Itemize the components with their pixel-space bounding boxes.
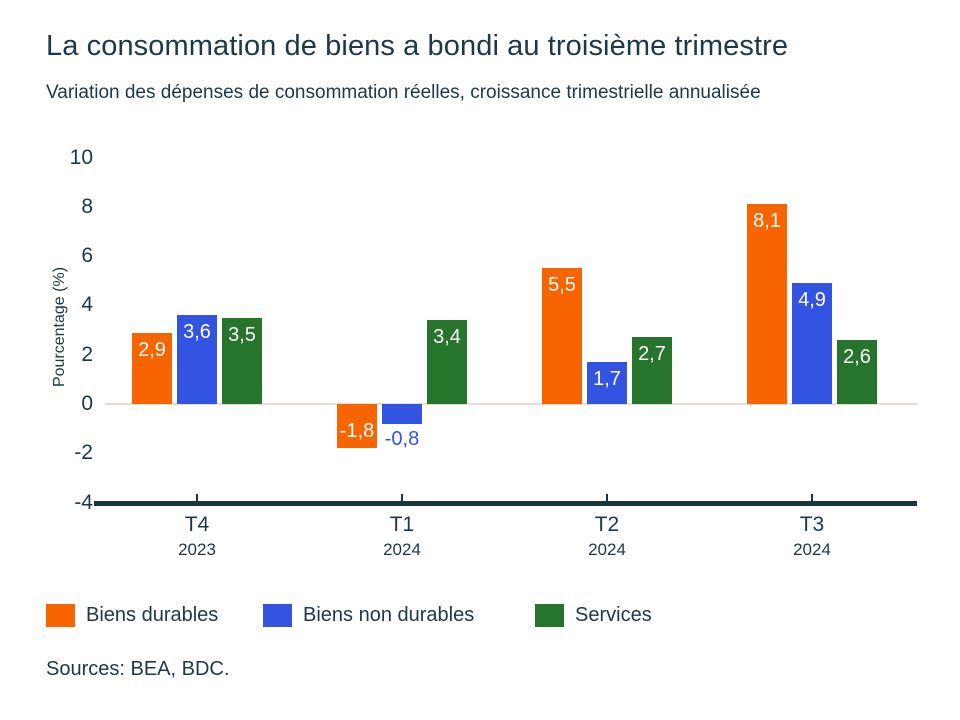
x-tick-mark	[811, 494, 813, 501]
bar-value-label: 2,7	[638, 343, 666, 366]
bar-value-label: 3,4	[433, 326, 461, 349]
zero-baseline	[105, 403, 917, 405]
x-tick-label-quarter: T1	[389, 513, 415, 536]
bar-biens-non-durables-t3	[792, 283, 832, 404]
y-tick-label: -4	[74, 490, 93, 514]
x-tick-mark	[196, 494, 198, 501]
bar-biens-durables-t2	[542, 268, 582, 404]
bar-value-label: -0,8	[384, 427, 420, 450]
bar-biens-non-durables-t4	[177, 315, 217, 404]
y-tick-label: 2	[81, 342, 93, 366]
y-tick-label: 0	[81, 392, 93, 415]
legend-label: Services	[575, 604, 652, 626]
bar-biens-non-durables-t2	[587, 362, 627, 404]
legend-swatch-icon	[535, 604, 564, 627]
bar-value-label: 3,5	[228, 323, 256, 346]
x-tick-label-year: 2024	[383, 540, 421, 559]
legend-item-biens-non-durables: Biens non durables	[263, 604, 474, 627]
bar-services-t4	[222, 317, 262, 404]
x-tick-label-year: 2023	[178, 540, 216, 559]
x-tick-mark	[401, 494, 403, 501]
legend-label: Biens durables	[86, 604, 219, 626]
legend-item-services: Services	[535, 604, 652, 627]
bar-biens-non-durables-t1	[382, 404, 422, 424]
bar-services-t3	[837, 339, 877, 404]
legend-item-biens-durables: Biens durables	[46, 604, 218, 627]
bar-services-t2	[632, 337, 672, 404]
y-tick-label: -2	[74, 441, 93, 465]
x-tick-label-year: 2024	[793, 540, 831, 559]
chart-title: La consommation de biens a bondi au troi…	[46, 30, 789, 62]
legend-label: Biens non durables	[303, 604, 475, 626]
x-tick-label-quarter: T2	[594, 513, 620, 536]
x-tick-label-quarter: T4	[184, 513, 210, 536]
x-tick-label-quarter: T3	[799, 513, 825, 536]
y-tick-label: 8	[81, 194, 93, 218]
bar-value-label: 4,9	[798, 289, 826, 312]
x-tick-mark	[606, 494, 608, 501]
legend-swatch-icon	[46, 604, 75, 627]
chart-subtitle: Variation des dépenses de consommation r…	[46, 82, 761, 103]
bar-value-label: 2,6	[843, 345, 871, 368]
x-tick-label-year: 2024	[588, 540, 626, 559]
y-tick-label: 10	[69, 145, 93, 169]
bar-biens-durables-t3	[747, 204, 787, 404]
bar-value-label: 8,1	[753, 210, 781, 233]
y-tick-label: 6	[81, 244, 93, 268]
bar-value-label: 1,7	[593, 368, 621, 391]
sources-note: Sources: BEA, BDC.	[46, 658, 230, 680]
bar-value-label: 2,9	[138, 338, 166, 361]
legend-swatch-icon	[263, 604, 292, 627]
y-axis-title: Pourcentage (%)	[51, 266, 68, 388]
y-tick-label: 4	[81, 293, 93, 317]
bar-value-label: 5,5	[548, 274, 576, 297]
bar-biens-durables-t1	[337, 404, 377, 449]
x-axis-line	[94, 501, 917, 506]
bar-value-label: 3,6	[183, 321, 211, 344]
bar-value-label: -1,8	[339, 420, 375, 443]
bar-services-t1	[427, 320, 467, 404]
bar-biens-durables-t4	[132, 332, 172, 404]
